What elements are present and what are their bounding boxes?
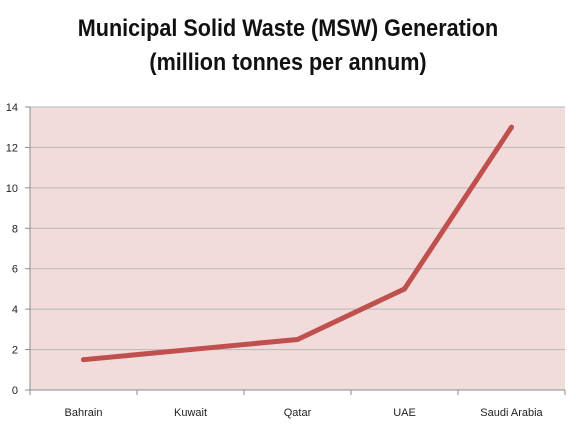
chart-title-line-2: (million tonnes per annum) — [149, 49, 427, 76]
data-point-qatar — [295, 336, 300, 342]
y-tick-label-8: 8 — [12, 223, 18, 235]
series-group — [81, 124, 514, 363]
x-tick-label-bahrain: Bahrain — [65, 407, 103, 419]
axes — [25, 106, 566, 395]
data-point-saudi-arabia — [509, 124, 514, 130]
chart-title-line-1: Municipal Solid Waste (MSW) Generation — [77, 15, 499, 42]
y-tick-label-2: 2 — [12, 345, 18, 357]
data-point-bahrain — [81, 357, 86, 363]
data-point-uae — [402, 286, 407, 292]
x-tick-label-uae: UAE — [393, 407, 416, 419]
y-tick-label-10: 10 — [6, 183, 18, 195]
x-tick-labels: Bahrain Kuwait Qatar UAE Saudi Arabia — [65, 407, 544, 419]
chart-title: Municipal Solid Waste (MSW) Generation (… — [29, 12, 547, 80]
x-tick-label-saudi-arabia: Saudi Arabia — [480, 407, 543, 419]
grid-lines — [30, 106, 565, 351]
x-tick-label-qatar: Qatar — [284, 407, 312, 419]
data-point-kuwait — [188, 347, 193, 353]
plot-area — [30, 107, 565, 390]
x-tick-label-kuwait: Kuwait — [174, 407, 207, 419]
y-tick-label-14: 14 — [6, 102, 18, 114]
y-tick-label-6: 6 — [12, 264, 18, 276]
y-tick-label-12: 12 — [6, 142, 18, 154]
y-tick-labels: 0 2 4 6 8 10 12 14 — [6, 102, 18, 397]
y-tick-label-0: 0 — [12, 385, 18, 397]
y-tick-label-4: 4 — [12, 304, 18, 316]
